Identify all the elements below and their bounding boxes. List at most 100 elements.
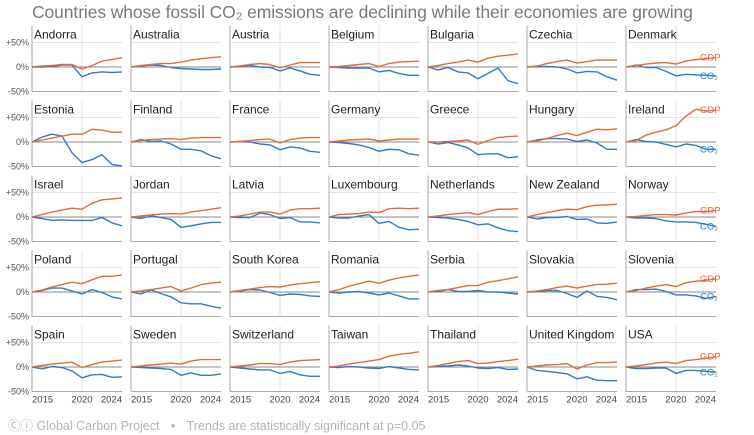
x-tick-label: 2015	[131, 395, 152, 406]
legend-gdp: GDP	[700, 351, 721, 362]
x-tick-label: 2024	[398, 395, 419, 406]
x-tick-label: 2024	[299, 395, 320, 406]
country-label: Greece	[430, 103, 470, 117]
country-label: Luxembourg	[331, 178, 398, 192]
gdp-line-spain	[31, 359, 123, 369]
country-label: USA	[628, 328, 653, 342]
country-label: Bulgaria	[430, 28, 474, 42]
country-label: Jordan	[133, 178, 170, 192]
country-label: Portugal	[133, 253, 178, 267]
legend-co2: CO₂	[700, 291, 718, 302]
country-label: France	[232, 103, 270, 117]
co2-line-usa	[625, 366, 717, 375]
country-label: Switzerland	[232, 328, 294, 342]
legend-co2: CO₂	[700, 367, 718, 378]
x-tick-label: 2015	[230, 395, 251, 406]
country-label: Estonia	[34, 103, 74, 117]
gdp-line-usa	[625, 356, 717, 368]
x-tick-label: 2020	[71, 395, 92, 406]
co2-line-latvia	[229, 212, 321, 224]
x-tick-label: 2015	[329, 395, 350, 406]
gdp-line-south-korea	[229, 281, 321, 293]
country-label: Austria	[232, 28, 270, 42]
legend-gdp: GDP	[700, 105, 721, 116]
gdp-line-ireland	[625, 108, 717, 143]
x-tick-label: 2015	[32, 395, 53, 406]
country-label: Germany	[331, 103, 380, 117]
co2-line-new-zealand	[526, 215, 618, 225]
co2-line-spain	[31, 365, 123, 379]
gdp-line-estonia	[31, 128, 122, 143]
country-label: Denmark	[628, 28, 678, 42]
co2-line-estonia	[31, 133, 123, 167]
country-label: Poland	[34, 253, 71, 267]
gdp-line-israel	[31, 197, 123, 218]
country-label: Andorra	[34, 28, 77, 42]
co2-line-jordan	[130, 215, 221, 229]
gdp-line-bulgaria	[427, 53, 519, 68]
creative-commons-icon: Ⓒⓘ	[8, 419, 34, 433]
country-label: New Zealand	[529, 178, 600, 192]
co2-line-ireland	[625, 138, 716, 151]
gdp-line-hungary	[526, 128, 618, 143]
x-tick-label: 2020	[467, 395, 488, 406]
gdp-line-andorra	[31, 57, 123, 70]
country-label: Czechia	[529, 28, 573, 42]
country-label: Israel	[34, 178, 63, 192]
gdp-line-taiwan	[328, 351, 420, 368]
y-tick-label: +50%	[6, 263, 29, 273]
legend-gdp: GDP	[700, 274, 721, 285]
separator-dot: •	[170, 419, 176, 433]
y-tick-label: -50%	[8, 312, 29, 322]
y-tick-label: +50%	[6, 113, 29, 123]
co2-line-poland	[31, 287, 123, 300]
gdp-line-norway	[625, 209, 717, 218]
x-tick-label: 2020	[665, 395, 686, 406]
country-label: Spain	[34, 328, 65, 342]
gdp-line-portugal	[130, 281, 222, 293]
x-tick-label: 2020	[170, 395, 191, 406]
gdp-line-switzerland	[229, 358, 321, 368]
co2-line-thailand	[427, 364, 519, 371]
y-tick-label: 0%	[16, 287, 29, 297]
y-tick-label: -50%	[8, 237, 29, 247]
country-label: United Kingdom	[529, 328, 614, 342]
x-tick-label: 2024	[596, 395, 617, 406]
country-label: Romania	[331, 253, 379, 267]
x-tick-label: 2020	[269, 395, 290, 406]
x-tick-label: 2024	[695, 395, 716, 406]
co2-line-belgium	[328, 66, 419, 77]
co2-line-united-kingdom	[526, 366, 617, 382]
gdp-line-poland	[31, 274, 123, 293]
country-label: Australia	[133, 28, 180, 42]
legend-co2: CO₂	[700, 221, 718, 232]
country-label: Thailand	[430, 328, 476, 342]
gdp-line-slovakia	[526, 282, 618, 293]
country-label: Norway	[628, 178, 669, 192]
gdp-line-romania	[328, 274, 420, 293]
country-label: Serbia	[430, 253, 465, 267]
country-label: Slovenia	[628, 253, 674, 267]
gdp-line-serbia	[427, 276, 519, 293]
gdp-line-latvia	[229, 207, 321, 218]
gdp-line-czechia	[526, 59, 617, 68]
country-label: Slovakia	[529, 253, 575, 267]
gdp-line-france	[229, 136, 320, 144]
gdp-line-slovenia	[625, 278, 717, 293]
legend-gdp: GDP	[700, 205, 721, 216]
chart-title: Countries whose fossil CO₂ emissions are…	[32, 2, 693, 22]
country-label: Finland	[133, 103, 172, 117]
co2-line-luxembourg	[328, 213, 420, 231]
y-tick-label: -50%	[8, 162, 29, 172]
country-label: Taiwan	[331, 328, 368, 342]
x-tick-label: 2020	[368, 395, 389, 406]
y-tick-label: +50%	[6, 188, 29, 198]
co2-line-portugal	[130, 289, 222, 309]
gdp-line-luxembourg	[328, 207, 420, 218]
x-tick-label: 2024	[497, 395, 518, 406]
gdp-line-denmark	[625, 57, 717, 68]
co2-line-netherlands	[427, 216, 519, 233]
x-tick-label: 2015	[428, 395, 449, 406]
x-tick-label: 2015	[527, 395, 548, 406]
co2-line-greece	[427, 141, 519, 159]
